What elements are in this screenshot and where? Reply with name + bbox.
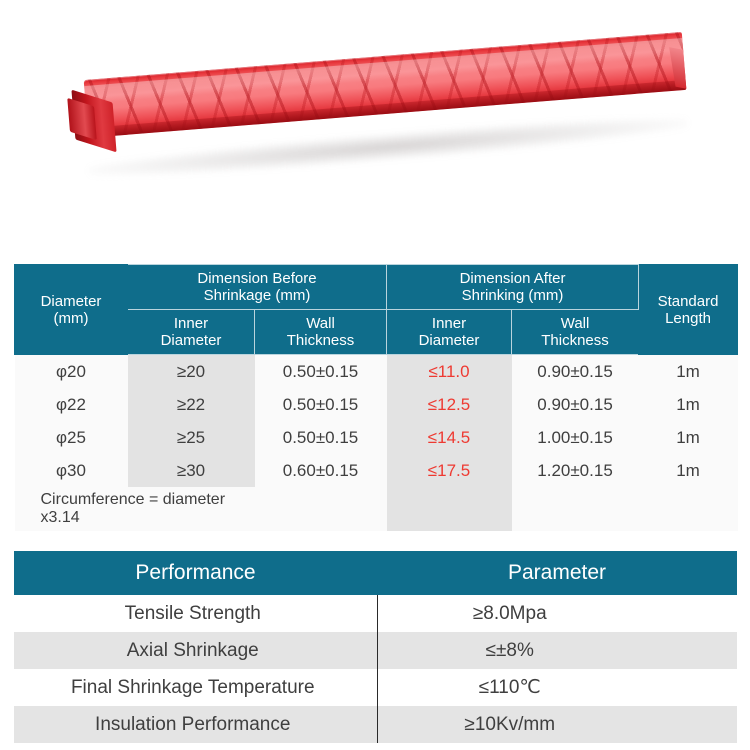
note-filler-4 [638, 487, 738, 532]
header-before-wall-line1: Wall [306, 315, 335, 333]
performance-table-body: Tensile Strength ≥8.0Mpa Axial Shrinkage… [14, 595, 737, 743]
cell-after-inner: ≤12.5 [386, 388, 512, 422]
cell-performance-value: ≤±8% [377, 632, 737, 669]
cell-performance-value: ≤110℃ [377, 669, 737, 706]
header-before-wall-line2: Thickness [286, 332, 355, 350]
cell-diameter: φ30 [14, 454, 128, 488]
header-diameter-line2: (mm) [53, 309, 89, 327]
table-row: Final Shrinkage Temperature ≤110℃ [14, 669, 737, 706]
cell-before-inner: ≥22 [127, 388, 255, 422]
header-dimension-before-group: Dimension Before Shrinkage (mm) [126, 263, 388, 311]
cell-before-inner: ≥20 [127, 354, 255, 389]
table-row-note: Circumference = diameter x3.14 [14, 487, 738, 532]
table-row: φ30 ≥30 0.60±0.15 ≤17.5 1.20±0.15 1m [14, 454, 738, 488]
header-standard-length-line1: Standard [657, 292, 719, 310]
header-after-inner-line2: Diameter [418, 332, 480, 350]
spec-header-row-sub: Inner Diameter Wall Thickness Inner Diam… [15, 309, 738, 356]
spec-table-head: Diameter (mm) Dimension Before Shrinkage… [14, 263, 739, 356]
cell-diameter: φ22 [14, 388, 128, 422]
header-before-wall-thickness: Wall Thickness [253, 309, 388, 356]
header-after-wall-line2: Thickness [541, 332, 609, 350]
cell-performance-name: Axial Shrinkage [14, 632, 378, 669]
header-before-inner-line1: Inner [173, 315, 209, 333]
header-before-inner-diameter: Inner Diameter [127, 309, 255, 356]
performance-header-row: Performance Parameter [14, 551, 737, 595]
cell-after-inner: ≤17.5 [386, 454, 512, 488]
note-filler-2 [386, 487, 512, 532]
cell-after-wall: 0.90±0.15 [511, 354, 639, 389]
cell-diameter: φ25 [14, 421, 128, 455]
cell-after-wall: 1.00±0.15 [511, 421, 639, 455]
cell-after-wall: 0.90±0.15 [511, 388, 639, 422]
header-after-line2: Shrinking (mm) [461, 287, 564, 305]
cell-standard-length: 1m [638, 354, 738, 389]
cell-before-wall: 0.50±0.15 [254, 388, 387, 422]
cell-standard-length: 1m [638, 421, 738, 455]
header-standard-length-line2: Length [665, 309, 711, 327]
cell-standard-length: 1m [638, 454, 738, 488]
header-after-inner-diameter: Inner Diameter [386, 309, 513, 356]
header-diameter: Diameter (mm) [14, 263, 128, 356]
table-row: φ20 ≥20 0.50±0.15 ≤11.0 0.90±0.15 1m [14, 354, 738, 389]
cell-performance-value: ≥8.0Mpa [377, 595, 737, 632]
spec-table-body: φ20 ≥20 0.50±0.15 ≤11.0 0.90±0.15 1m φ22… [14, 354, 738, 532]
cell-before-wall: 0.50±0.15 [254, 354, 387, 389]
cell-after-wall: 1.20±0.15 [511, 454, 639, 488]
table-row: Axial Shrinkage ≤±8% [14, 632, 737, 669]
header-before-line2: Shrinkage (mm) [203, 287, 311, 305]
header-parameter: Parameter [377, 551, 737, 595]
note-filler-1 [254, 487, 387, 532]
header-after-line1: Dimension After [459, 270, 566, 287]
performance-table-head: Performance Parameter [14, 551, 737, 595]
dimension-spec-table: Diameter (mm) Dimension Before Shrinkage… [14, 263, 739, 532]
header-after-wall-line1: Wall [560, 315, 590, 333]
performance-parameter-table: Performance Parameter Tensile Strength ≥… [14, 551, 737, 743]
cell-before-inner: ≥25 [127, 421, 255, 455]
cell-diameter: φ20 [14, 354, 128, 389]
cell-before-inner: ≥30 [127, 454, 255, 488]
note-filler-3 [511, 487, 639, 532]
table-row: φ22 ≥22 0.50±0.15 ≤12.5 0.90±0.15 1m [14, 388, 738, 422]
spec-header-row-group: Diameter (mm) Dimension Before Shrinkage… [14, 263, 739, 356]
cell-performance-name: Insulation Performance [14, 706, 378, 743]
header-dimension-after-group: Dimension After Shrinking (mm) [386, 263, 640, 311]
cell-standard-length: 1m [638, 388, 738, 422]
table-row: Tensile Strength ≥8.0Mpa [14, 595, 737, 632]
header-standard-length: Standard Length [638, 263, 739, 356]
cell-performance-value: ≥10Kv/mm [377, 706, 737, 743]
header-after-wall-thickness: Wall Thickness [511, 309, 640, 356]
cell-before-wall: 0.60±0.15 [254, 454, 387, 488]
cell-performance-name: Final Shrinkage Temperature [14, 669, 378, 706]
table-row: φ25 ≥25 0.50±0.15 ≤14.5 1.00±0.15 1m [14, 421, 738, 455]
header-before-inner-line2: Diameter [160, 332, 222, 350]
circumference-note: Circumference = diameter x3.14 [14, 487, 255, 532]
header-diameter-line1: Diameter [40, 292, 102, 310]
product-photo-heat-shrink-tube [67, 31, 693, 192]
header-after-inner-line1: Inner [431, 315, 467, 333]
table-row: Insulation Performance ≥10Kv/mm [14, 706, 737, 743]
header-performance: Performance [14, 551, 377, 595]
cell-after-inner: ≤11.0 [386, 354, 512, 389]
header-before-line1: Dimension Before [197, 270, 317, 287]
product-image-area [0, 0, 750, 250]
cell-before-wall: 0.50±0.15 [254, 421, 387, 455]
cell-performance-name: Tensile Strength [14, 595, 378, 632]
cell-after-inner: ≤14.5 [386, 421, 512, 455]
